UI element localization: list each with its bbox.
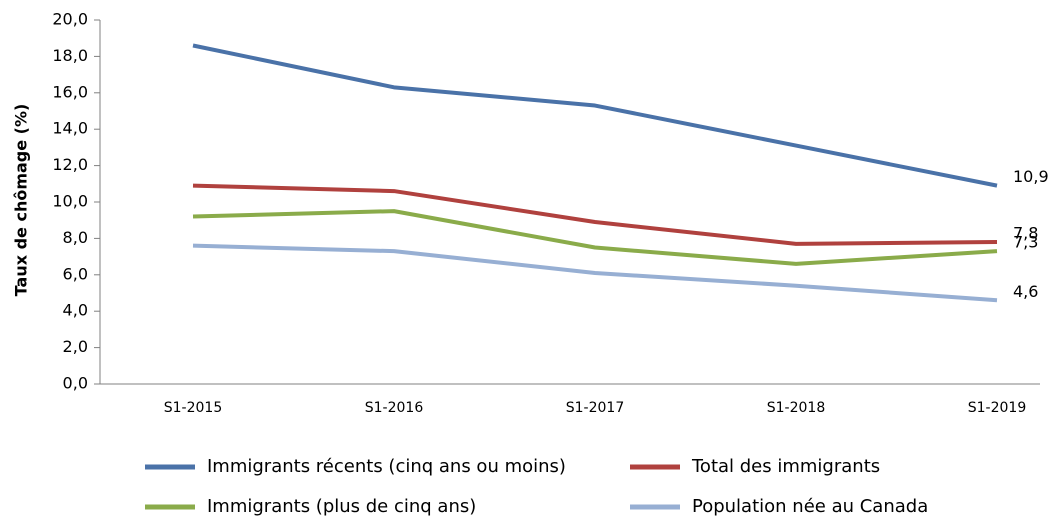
y-tick-label: 6,0 <box>63 264 88 283</box>
data-label: 7,8 <box>1013 224 1038 243</box>
series-line <box>192 43 998 188</box>
y-tick-label: 18,0 <box>52 46 88 65</box>
series-line <box>192 209 998 266</box>
y-tick-label: 20,0 <box>52 10 88 29</box>
x-tick-label: S1-2015 <box>164 400 222 416</box>
x-tick-label: S1-2016 <box>365 400 424 416</box>
y-tick-label: 8,0 <box>63 228 88 247</box>
legend-label: Immigrants (plus de cinq ans) <box>207 496 476 517</box>
x-tick-label: S1-2019 <box>968 400 1026 416</box>
y-tick-label: 12,0 <box>52 155 88 174</box>
y-axis-title: Taux de chômage (%) <box>12 104 31 297</box>
legend-label: Population née au Canada <box>692 496 928 517</box>
data-label: 7,3 <box>1013 233 1038 252</box>
series-line <box>192 243 998 303</box>
y-tick-label: 2,0 <box>63 337 88 356</box>
series-line <box>192 183 998 246</box>
y-tick-label: 0,0 <box>63 374 88 393</box>
x-tick-label: S1-2018 <box>767 400 825 416</box>
data-label: 4,6 <box>1013 282 1038 301</box>
legend-label: Total des immigrants <box>691 456 880 477</box>
data-label: 10,9 <box>1013 167 1049 186</box>
y-tick-label: 16,0 <box>52 82 88 101</box>
legend-label: Immigrants récents (cinq ans ou moins) <box>207 456 566 477</box>
y-tick-label: 4,0 <box>63 301 88 320</box>
x-tick-label: S1-2017 <box>566 400 624 416</box>
y-tick-label: 14,0 <box>52 119 88 138</box>
y-tick-label: 10,0 <box>52 192 88 211</box>
